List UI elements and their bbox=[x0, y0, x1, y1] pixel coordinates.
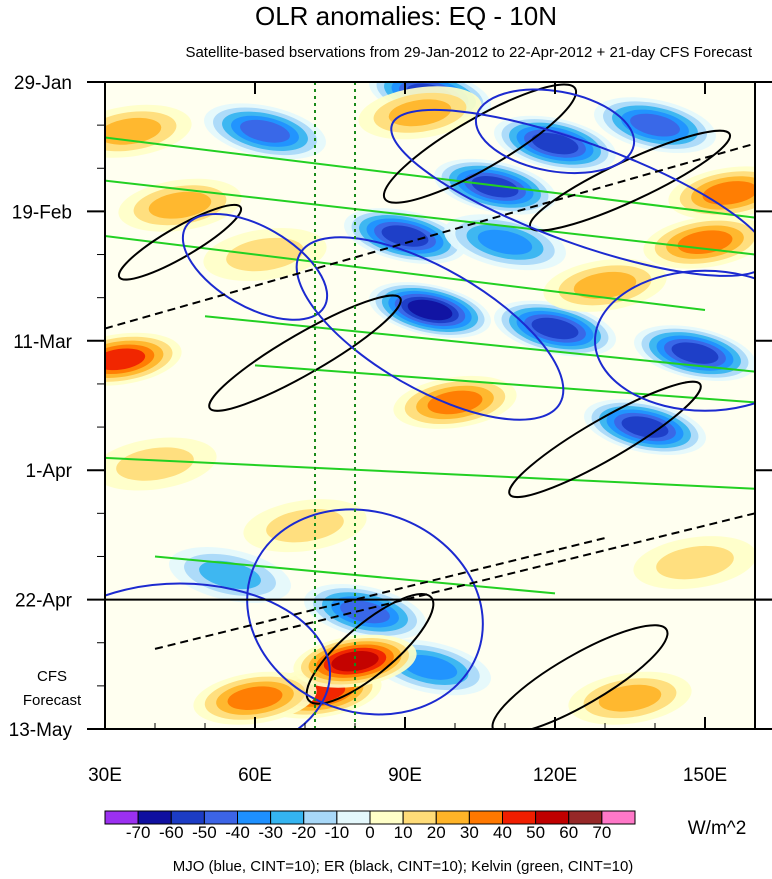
anomaly-blob bbox=[477, 229, 533, 255]
chart-title: OLR anomalies: EQ - 10N bbox=[255, 1, 557, 31]
er-contour bbox=[382, 83, 578, 204]
anomaly-blob bbox=[471, 176, 519, 198]
y-tick-label: 11-Mar bbox=[13, 332, 72, 353]
er-contour bbox=[491, 624, 669, 729]
colorbar-label: 20 bbox=[427, 823, 446, 842]
anomaly-blob bbox=[116, 447, 194, 481]
colorbar-label: 60 bbox=[559, 823, 578, 842]
y-tick-label: 19-Feb bbox=[12, 202, 72, 223]
y-tick-label: 22-Apr bbox=[15, 591, 73, 612]
x-tick-label: 120E bbox=[533, 765, 577, 786]
colorbar-label: -70 bbox=[126, 823, 151, 842]
anomaly-blob bbox=[630, 113, 680, 137]
anomaly-blob bbox=[407, 299, 453, 321]
colorbar-label: -10 bbox=[325, 823, 350, 842]
plot-area bbox=[105, 82, 755, 729]
kelvin-contour bbox=[204, 315, 755, 373]
anomaly-blob bbox=[266, 508, 344, 543]
footer-legend-note: MJO (blue, CINT=10); ER (black, CINT=10)… bbox=[173, 858, 634, 875]
colorbar-label: 30 bbox=[460, 823, 479, 842]
kelvin-contour bbox=[254, 364, 755, 404]
anomaly-blob bbox=[381, 225, 429, 247]
anomaly-blob bbox=[656, 545, 734, 580]
mjo-contour bbox=[181, 212, 329, 321]
chart-subtitle: Satellite-based bservations from 29-Jan-… bbox=[185, 44, 752, 61]
x-tick-label: 150E bbox=[683, 765, 727, 786]
y-tick-label: 13-May bbox=[9, 720, 73, 741]
anomaly-blob bbox=[227, 686, 283, 711]
anomaly-blob bbox=[402, 654, 458, 680]
mjo-contour bbox=[246, 508, 484, 716]
y-tick-label: 29-Jan bbox=[14, 73, 72, 94]
anomaly-blob bbox=[671, 342, 719, 364]
anomaly-blob bbox=[105, 348, 146, 371]
kelvin-contour bbox=[105, 456, 755, 490]
kelvin-contour bbox=[105, 136, 755, 219]
anomaly-blob bbox=[702, 181, 755, 205]
colorbar-label: 10 bbox=[394, 823, 413, 842]
colorbar: -70 -60 -50 -40 -30 -20 -10 0 10 20 30 40 50 60 70 bbox=[104, 810, 636, 842]
mjo-contour bbox=[594, 269, 755, 412]
colorbar-units: W/m^2 bbox=[688, 818, 747, 839]
colorbar-label: 50 bbox=[526, 823, 545, 842]
x-tick-label: 60E bbox=[238, 765, 272, 786]
kelvin-contour bbox=[105, 235, 706, 311]
mjo-contour bbox=[390, 108, 755, 277]
colorbar-label: 70 bbox=[592, 823, 611, 842]
colorbar-cell bbox=[601, 810, 636, 825]
anomaly-blob bbox=[148, 191, 212, 219]
mjo-contour bbox=[295, 236, 565, 421]
kelvin-contour bbox=[105, 179, 755, 256]
colorbar-label: -30 bbox=[258, 823, 283, 842]
anomaly-blob bbox=[226, 237, 304, 272]
anomaly-blob bbox=[340, 600, 390, 624]
colorbar-label: -50 bbox=[192, 823, 217, 842]
anomaly-blob bbox=[199, 560, 261, 590]
mjo-contour bbox=[105, 582, 331, 729]
er-dashed-contour bbox=[105, 142, 755, 330]
colorbar-label: -40 bbox=[225, 823, 250, 842]
colorbar-label: -60 bbox=[159, 823, 184, 842]
x-tick-label: 30E bbox=[88, 765, 122, 786]
anomaly-blob bbox=[598, 684, 662, 712]
forecast-label-line1: CFS bbox=[37, 668, 67, 685]
anomaly-blob bbox=[331, 651, 379, 672]
anomaly-blob bbox=[573, 271, 637, 299]
forecast-label-line2: Forecast bbox=[23, 692, 82, 709]
er-contour bbox=[508, 380, 702, 499]
colorbar-label: 40 bbox=[493, 823, 512, 842]
y-tick-label: 1-Apr bbox=[26, 461, 73, 482]
anomaly-blob bbox=[240, 119, 290, 143]
mjo-contour bbox=[474, 88, 636, 175]
anomaly-blob bbox=[531, 132, 579, 155]
er-contour bbox=[305, 593, 435, 705]
colorbar-label: -20 bbox=[291, 823, 316, 842]
colorbar-label: 0 bbox=[365, 823, 374, 842]
plot-frame bbox=[104, 81, 756, 730]
anomaly-blob bbox=[621, 416, 669, 438]
anomaly-blob bbox=[388, 99, 452, 127]
er-dashed-contour bbox=[254, 512, 755, 638]
x-tick-label: 90E bbox=[388, 765, 422, 786]
anomaly-blob bbox=[531, 317, 579, 340]
anomaly-blob bbox=[427, 390, 483, 415]
